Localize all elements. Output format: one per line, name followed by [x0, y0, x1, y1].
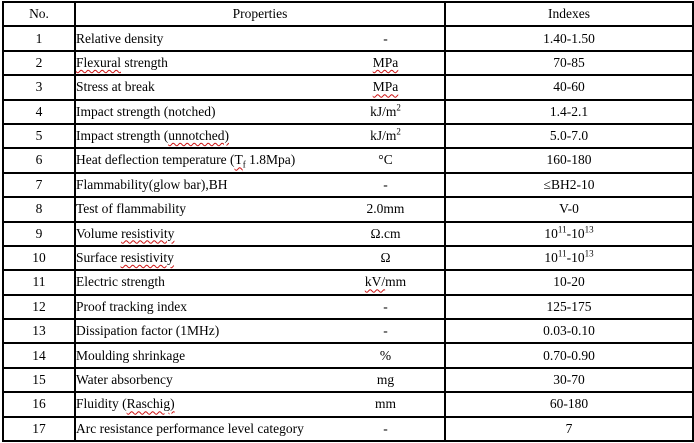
header-indexes: Indexes	[444, 0, 694, 28]
table-row: 9 Volume resistivity Ω.cm 1011-1013	[2, 220, 694, 247]
table-row: 4 Impact strength (notched) kJ/m2 1.4-2.…	[2, 98, 694, 125]
row-unit: %	[327, 342, 446, 369]
row-index-value: 7	[444, 415, 694, 443]
row-index-value: 1.40-1.50	[444, 25, 694, 52]
row-property-name: Fluidity (Raschig)	[74, 391, 327, 418]
row-unit: MPa	[327, 74, 446, 101]
row-property-name: Moulding shrinkage	[74, 342, 327, 369]
row-property-name: Volume resistivity	[74, 220, 327, 247]
row-no: 14	[2, 342, 76, 369]
table-row: 10 Surface resistivity Ω 1011-1013	[2, 244, 694, 272]
row-unit: kJ/m2	[327, 122, 446, 150]
row-no: 4	[2, 98, 76, 125]
row-no: 10	[2, 244, 76, 272]
row-no: 5	[2, 122, 76, 150]
row-no: 17	[2, 415, 76, 443]
row-index-value: 0.70-0.90	[444, 342, 694, 369]
row-property-name: Flexural strength	[74, 49, 327, 77]
row-no: 11	[2, 269, 76, 296]
row-unit: -	[327, 415, 446, 443]
row-unit: Ω.cm	[327, 220, 446, 247]
table-row: 6 Heat deflection temperature (Tf 1.8Mpa…	[2, 147, 694, 174]
row-property-name: Water absorbency	[74, 366, 327, 394]
table-row: 5 Impact strength (unnotched) kJ/m2 5.0-…	[2, 122, 694, 150]
row-property-name: Impact strength (notched)	[74, 98, 327, 125]
row-index-value: 1011-1013	[444, 220, 694, 247]
table-body: 1 Relative density - 1.40-1.50 2 Flexura…	[2, 25, 694, 443]
table-row: 3 Stress at break MPa 40-60	[2, 74, 694, 101]
row-property-name: Proof tracking index	[74, 293, 327, 321]
row-unit: -	[327, 293, 446, 321]
row-no: 2	[2, 49, 76, 77]
row-index-value: 5.0-7.0	[444, 122, 694, 150]
header-no: No.	[2, 0, 76, 28]
row-no: 12	[2, 293, 76, 321]
row-unit: kV/mm	[327, 269, 446, 296]
row-no: 8	[2, 196, 76, 223]
row-index-value: 160-180	[444, 147, 694, 174]
row-unit: Ω	[327, 244, 446, 272]
row-property-name: Flammability(glow bar),BH	[74, 171, 327, 199]
row-index-value: 30-70	[444, 366, 694, 394]
row-no: 15	[2, 366, 76, 394]
table-row: 13 Dissipation factor (1MHz) - 0.03-0.10	[2, 318, 694, 345]
row-index-value: 0.03-0.10	[444, 318, 694, 345]
table-row: 12 Proof tracking index - 125-175	[2, 293, 694, 321]
table-row: 15 Water absorbency mg 30-70	[2, 366, 694, 394]
table-row: 8 Test of flammability 2.0mm V-0	[2, 196, 694, 223]
row-index-value: 10-20	[444, 269, 694, 296]
header-row: No. Properties Indexes	[2, 0, 694, 28]
table-row: 7 Flammability(glow bar),BH - ≤BH2-10	[2, 171, 694, 199]
row-unit: 2.0mm	[327, 196, 446, 223]
row-index-value: ≤BH2-10	[444, 171, 694, 199]
row-index-value: 1011-1013	[444, 244, 694, 272]
row-unit: MPa	[327, 49, 446, 77]
row-property-name: Test of flammability	[74, 196, 327, 223]
row-index-value: V-0	[444, 196, 694, 223]
row-property-name: Dissipation factor (1MHz)	[74, 318, 327, 345]
table-row: 14 Moulding shrinkage % 0.70-0.90	[2, 342, 694, 369]
header-properties: Properties	[74, 0, 446, 28]
row-unit: -	[327, 171, 446, 199]
row-unit: mg	[327, 366, 446, 394]
row-index-value: 40-60	[444, 74, 694, 101]
row-property-name: Relative density	[74, 25, 327, 52]
row-unit: -	[327, 25, 446, 52]
row-property-name: Impact strength (unnotched)	[74, 122, 327, 150]
row-unit: °C	[327, 147, 446, 174]
row-unit: -	[327, 318, 446, 345]
row-no: 16	[2, 391, 76, 418]
row-unit: mm	[327, 391, 446, 418]
row-property-name: Surface resistivity	[74, 244, 327, 272]
table-row: 11 Electric strength kV/mm 10-20	[2, 269, 694, 296]
table-row: 1 Relative density - 1.40-1.50	[2, 25, 694, 52]
row-no: 7	[2, 171, 76, 199]
row-property-name: Electric strength	[74, 269, 327, 296]
row-property-name: Stress at break	[74, 74, 327, 101]
table-row: 17 Arc resistance performance level cate…	[2, 415, 694, 443]
row-unit: kJ/m2	[327, 98, 446, 125]
table-header: No. Properties Indexes	[2, 0, 694, 28]
row-index-value: 125-175	[444, 293, 694, 321]
table-row: 16 Fluidity (Raschig) mm 60-180	[2, 391, 694, 418]
table-row: 2 Flexural strength MPa 70-85	[2, 49, 694, 77]
row-property-name: Arc resistance performance level categor…	[74, 415, 327, 443]
row-no: 3	[2, 74, 76, 101]
row-property-name: Heat deflection temperature (Tf 1.8Mpa)	[74, 147, 327, 174]
row-index-value: 60-180	[444, 391, 694, 418]
row-index-value: 70-85	[444, 49, 694, 77]
row-no: 13	[2, 318, 76, 345]
row-no: 6	[2, 147, 76, 174]
row-no: 9	[2, 220, 76, 247]
row-no: 1	[2, 25, 76, 52]
row-index-value: 1.4-2.1	[444, 98, 694, 125]
